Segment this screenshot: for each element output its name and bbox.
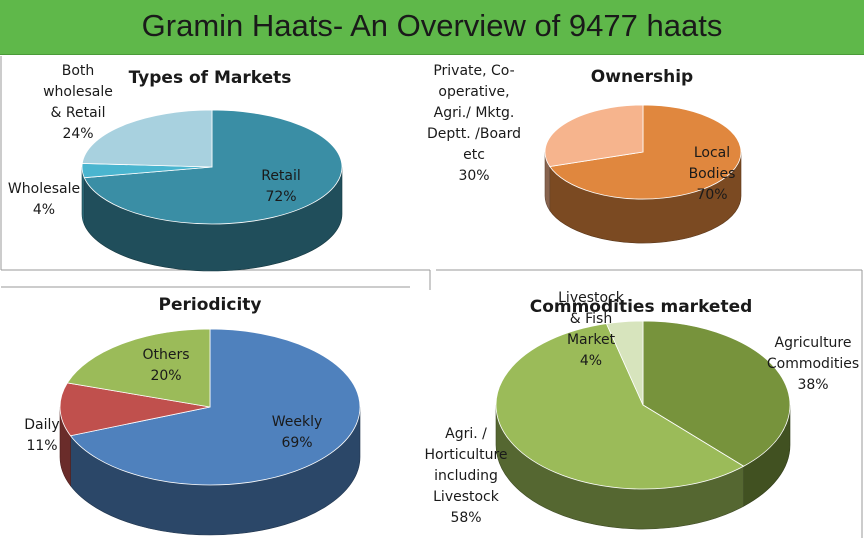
title-banner [0,0,864,55]
slice-daily [59,382,211,437]
label-agri: Agri. / Horticulture including Livestock 58% [424,426,507,526]
types-of-markets-title: Types of Markets [129,68,292,88]
slice-local [549,104,742,200]
slice-weekly [69,328,361,486]
label-weekly: Weekly 69% [272,414,323,451]
page-title: Gramin Haats- An Overview of 9477 haats [141,8,723,43]
label-local: Local Bodies 70% [689,145,736,203]
label-wholesale: Wholesale 4% [8,181,80,218]
commodities-marketed-pie: Commodities marketed Agriculture Commoditi… [424,290,859,530]
label-daily: Daily 11% [24,417,59,454]
ownership-pie: Ownership Local Bodies 70% Private, Co-opera… [427,63,742,244]
label-private-co: Private, Co-operative, Agri./ Mktg. Deptt.… [427,63,521,184]
label-both: Both wholesale & Retail 24% [43,63,113,142]
label-agriculture: Agriculture Commodities 38% [767,335,859,393]
periodicity-pie: Periodicity Weekly 69% Daily 11% Others 20% [24,295,361,536]
slice-both [81,109,213,168]
commodities-marketed-title: Commodities marketed [530,297,753,317]
slice-private-co [544,104,644,167]
types-of-markets-pie: Types of Markets Retail 72% Wholesale 4% Both… [8,63,343,272]
slice-others [66,328,211,408]
label-livestock: Livestock & Fish Market 4% [558,290,625,369]
slice-retail [83,109,343,225]
label-retail: Retail 72% [261,168,301,205]
slice-livestock [605,320,644,406]
ownership-title: Ownership [591,67,693,87]
periodicity-title: Periodicity [159,295,262,315]
label-others: Others 20% [142,347,189,384]
slice-agri [495,323,745,490]
slice-agriculture [642,320,791,467]
